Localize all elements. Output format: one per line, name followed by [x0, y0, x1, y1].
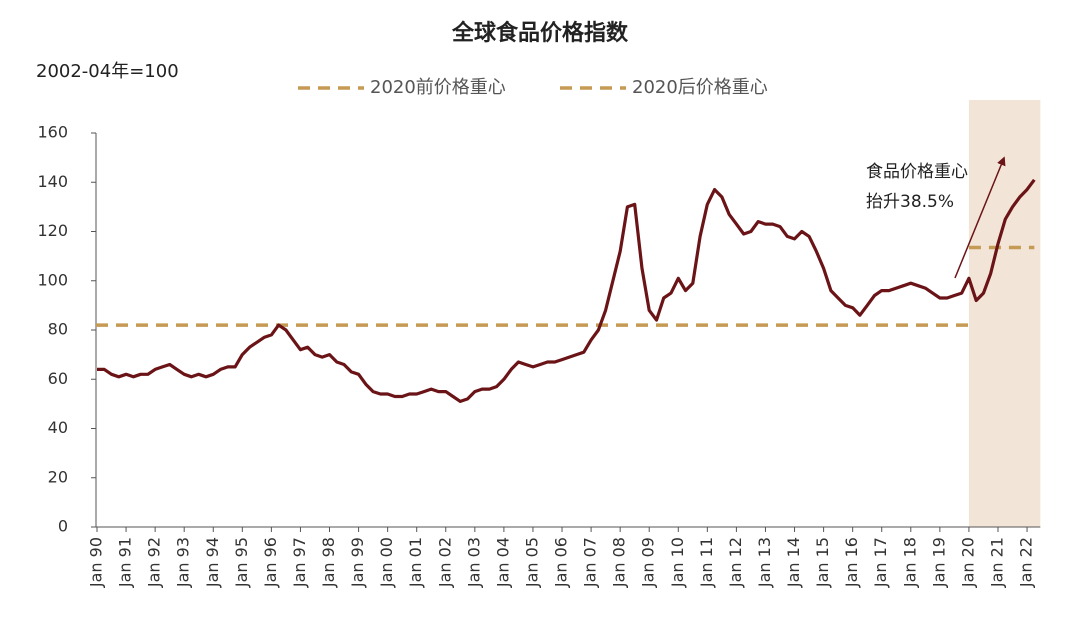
- chart-title: 全球食品价格指数: [451, 20, 629, 46]
- x-tick-label: Jan 03: [464, 537, 483, 588]
- y-tick-label: 100: [37, 270, 68, 289]
- x-tick-label: Jan 21: [987, 537, 1006, 588]
- y-tick-label: 60: [48, 369, 68, 388]
- y-tick-label: 20: [48, 467, 68, 486]
- x-tick-label: Jan 92: [145, 537, 164, 588]
- annotation: 食品价格重心: [866, 162, 968, 182]
- x-tick-label: Jan 07: [581, 537, 600, 588]
- y-tick-label: 80: [48, 320, 68, 339]
- y-tick-label: 140: [37, 172, 68, 191]
- x-tick-label: Jan 17: [871, 537, 890, 588]
- x-tick-label: Jan 15: [813, 537, 832, 588]
- y-tick-label: 160: [37, 123, 68, 142]
- legend-label: 2020后价格重心: [632, 77, 768, 98]
- x-tick-label: Jan 97: [290, 537, 309, 588]
- x-tick-label: Jan 22: [1017, 537, 1036, 588]
- x-tick-label: Jan 05: [522, 537, 541, 588]
- x-tick-label: Jan 90: [87, 537, 106, 588]
- y-tick-label: 120: [37, 221, 68, 240]
- x-tick-label: Jan 09: [639, 537, 658, 588]
- x-tick-label: Jan 18: [900, 537, 919, 588]
- x-tick-label: Jan 19: [929, 537, 948, 588]
- y-tick-label: 40: [48, 418, 68, 437]
- annotation-arrow: [954, 156, 1006, 279]
- x-tick-label: Jan 20: [958, 537, 977, 588]
- x-tick-label: Jan 99: [348, 537, 367, 588]
- x-tick-label: Jan 08: [610, 537, 629, 588]
- x-tick-label: Jan 14: [784, 537, 803, 588]
- highlight-region: [968, 100, 1041, 527]
- data-line: [97, 178, 1036, 403]
- x-tick-label: Jan 95: [232, 537, 251, 588]
- x-tick-label: Jan 98: [319, 537, 338, 588]
- x-tick-label: Jan 04: [493, 537, 512, 588]
- x-tick-label: Jan 06: [552, 537, 571, 588]
- x-tick-label: Jan 02: [435, 537, 454, 588]
- x-tick-label: Jan 93: [174, 537, 193, 588]
- x-tick-label: Jan 91: [116, 537, 135, 588]
- x-tick-label: Jan 11: [697, 537, 716, 588]
- unit-label: 2002-04年=100: [36, 61, 179, 82]
- legend-label: 2020前价格重心: [370, 77, 506, 98]
- x-tick-label: Jan 00: [377, 537, 396, 588]
- x-tick-label: Jan 94: [203, 537, 222, 588]
- x-tick-label: Jan 01: [406, 537, 425, 588]
- y-tick-label: 0: [58, 517, 68, 536]
- annotation: 抬升38.5%: [866, 192, 954, 212]
- x-tick-label: Jan 96: [261, 537, 280, 588]
- x-tick-label: Jan 10: [668, 537, 687, 588]
- x-tick-label: Jan 16: [842, 537, 861, 588]
- x-tick-label: Jan 13: [755, 537, 774, 588]
- x-tick-label: Jan 12: [726, 537, 745, 588]
